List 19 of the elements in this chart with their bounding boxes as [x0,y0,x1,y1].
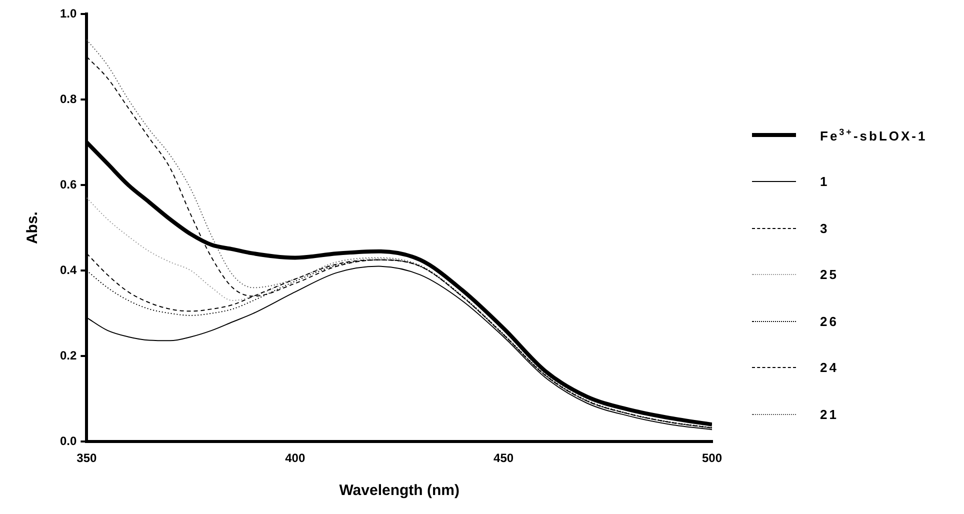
legend-label: 3 [820,220,830,236]
y-tick-label: 0.8 [60,92,77,106]
y-tick-label: 1.0 [60,6,77,20]
legend-label: 26 [820,314,838,329]
y-tick-label: 0.0 [60,434,77,448]
legend-label: 24 [820,360,838,376]
x-axis-title: Wavelength (nm) [339,482,460,500]
legend-label: 21 [820,406,838,422]
legend-label: 1 [820,174,830,190]
x-tick-label: 350 [76,451,98,466]
y-tick-label: 0.6 [60,177,77,192]
y-tick-label: 0.2 [60,348,77,362]
y-tick-label: 0.4 [60,262,77,277]
y-axis-title: Abs. [24,212,42,244]
legend-label: Fe$^{3+}$-sbLOX-1 [820,127,928,144]
x-tick-label: 400 [285,451,306,466]
legend-label: 25 [820,267,838,282]
x-tick-label: 500 [702,451,722,466]
x-tick-label: 450 [494,451,514,466]
